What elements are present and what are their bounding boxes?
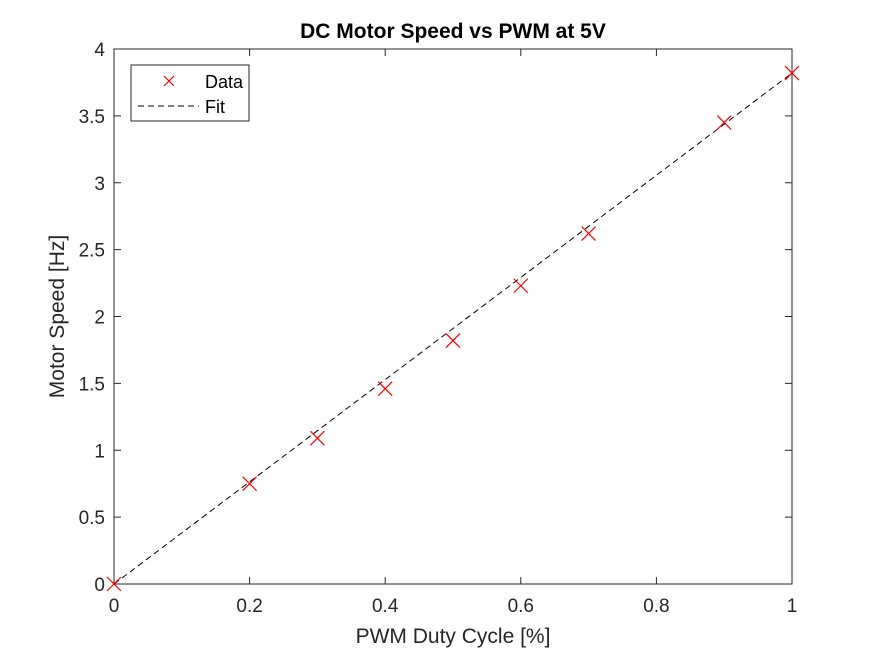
x-tick-label: 0 [109, 596, 120, 617]
y-tick-label: 3 [94, 174, 105, 195]
chart-title: DC Motor Speed vs PWM at 5V [300, 20, 606, 43]
data-point [106, 576, 122, 592]
data-point [513, 278, 529, 294]
data-point [716, 115, 732, 130]
axes-box [113, 48, 793, 585]
legend-box [130, 64, 250, 122]
legend-data-label: Data [205, 72, 244, 92]
x-axis-ticks: 0 0.2 0.4 0.6 0.8 1 [109, 49, 798, 617]
y-tick-label: 4 [94, 40, 105, 61]
y-axis-ticks: 0 0.5 1 1.5 2 2.5 3 3.5 4 [79, 40, 792, 596]
data-point [784, 65, 800, 81]
data-point [445, 333, 461, 348]
data-point [377, 381, 393, 397]
data-series [106, 65, 800, 592]
x-tick-label: 0.8 [643, 596, 669, 617]
y-axis-label: Motor Speed [Hz] [46, 235, 69, 398]
y-tick-label: 3.5 [79, 107, 105, 128]
y-tick-label: 0.5 [79, 508, 105, 529]
fit-series [113, 72, 793, 585]
fit-line [113, 72, 793, 585]
data-point [242, 476, 258, 492]
legend-fit-label: Fit [205, 97, 225, 117]
data-point [309, 430, 325, 446]
y-tick-label: 1 [94, 441, 105, 462]
x-tick-label: 0.4 [372, 596, 399, 617]
x-tick-label: 1 [787, 596, 798, 617]
y-tick-label: 2.5 [79, 241, 105, 262]
legend: Data Fit [130, 64, 250, 122]
y-tick-label: 0 [94, 575, 105, 596]
x-axis-label: PWM Duty Cycle [%] [356, 625, 551, 648]
y-tick-label: 2 [94, 308, 105, 329]
legend-data-marker [163, 75, 175, 87]
x-tick-label: 0.2 [236, 596, 262, 617]
x-tick-label: 0.6 [508, 596, 534, 617]
y-tick-label: 1.5 [79, 374, 105, 395]
data-point [581, 226, 597, 241]
